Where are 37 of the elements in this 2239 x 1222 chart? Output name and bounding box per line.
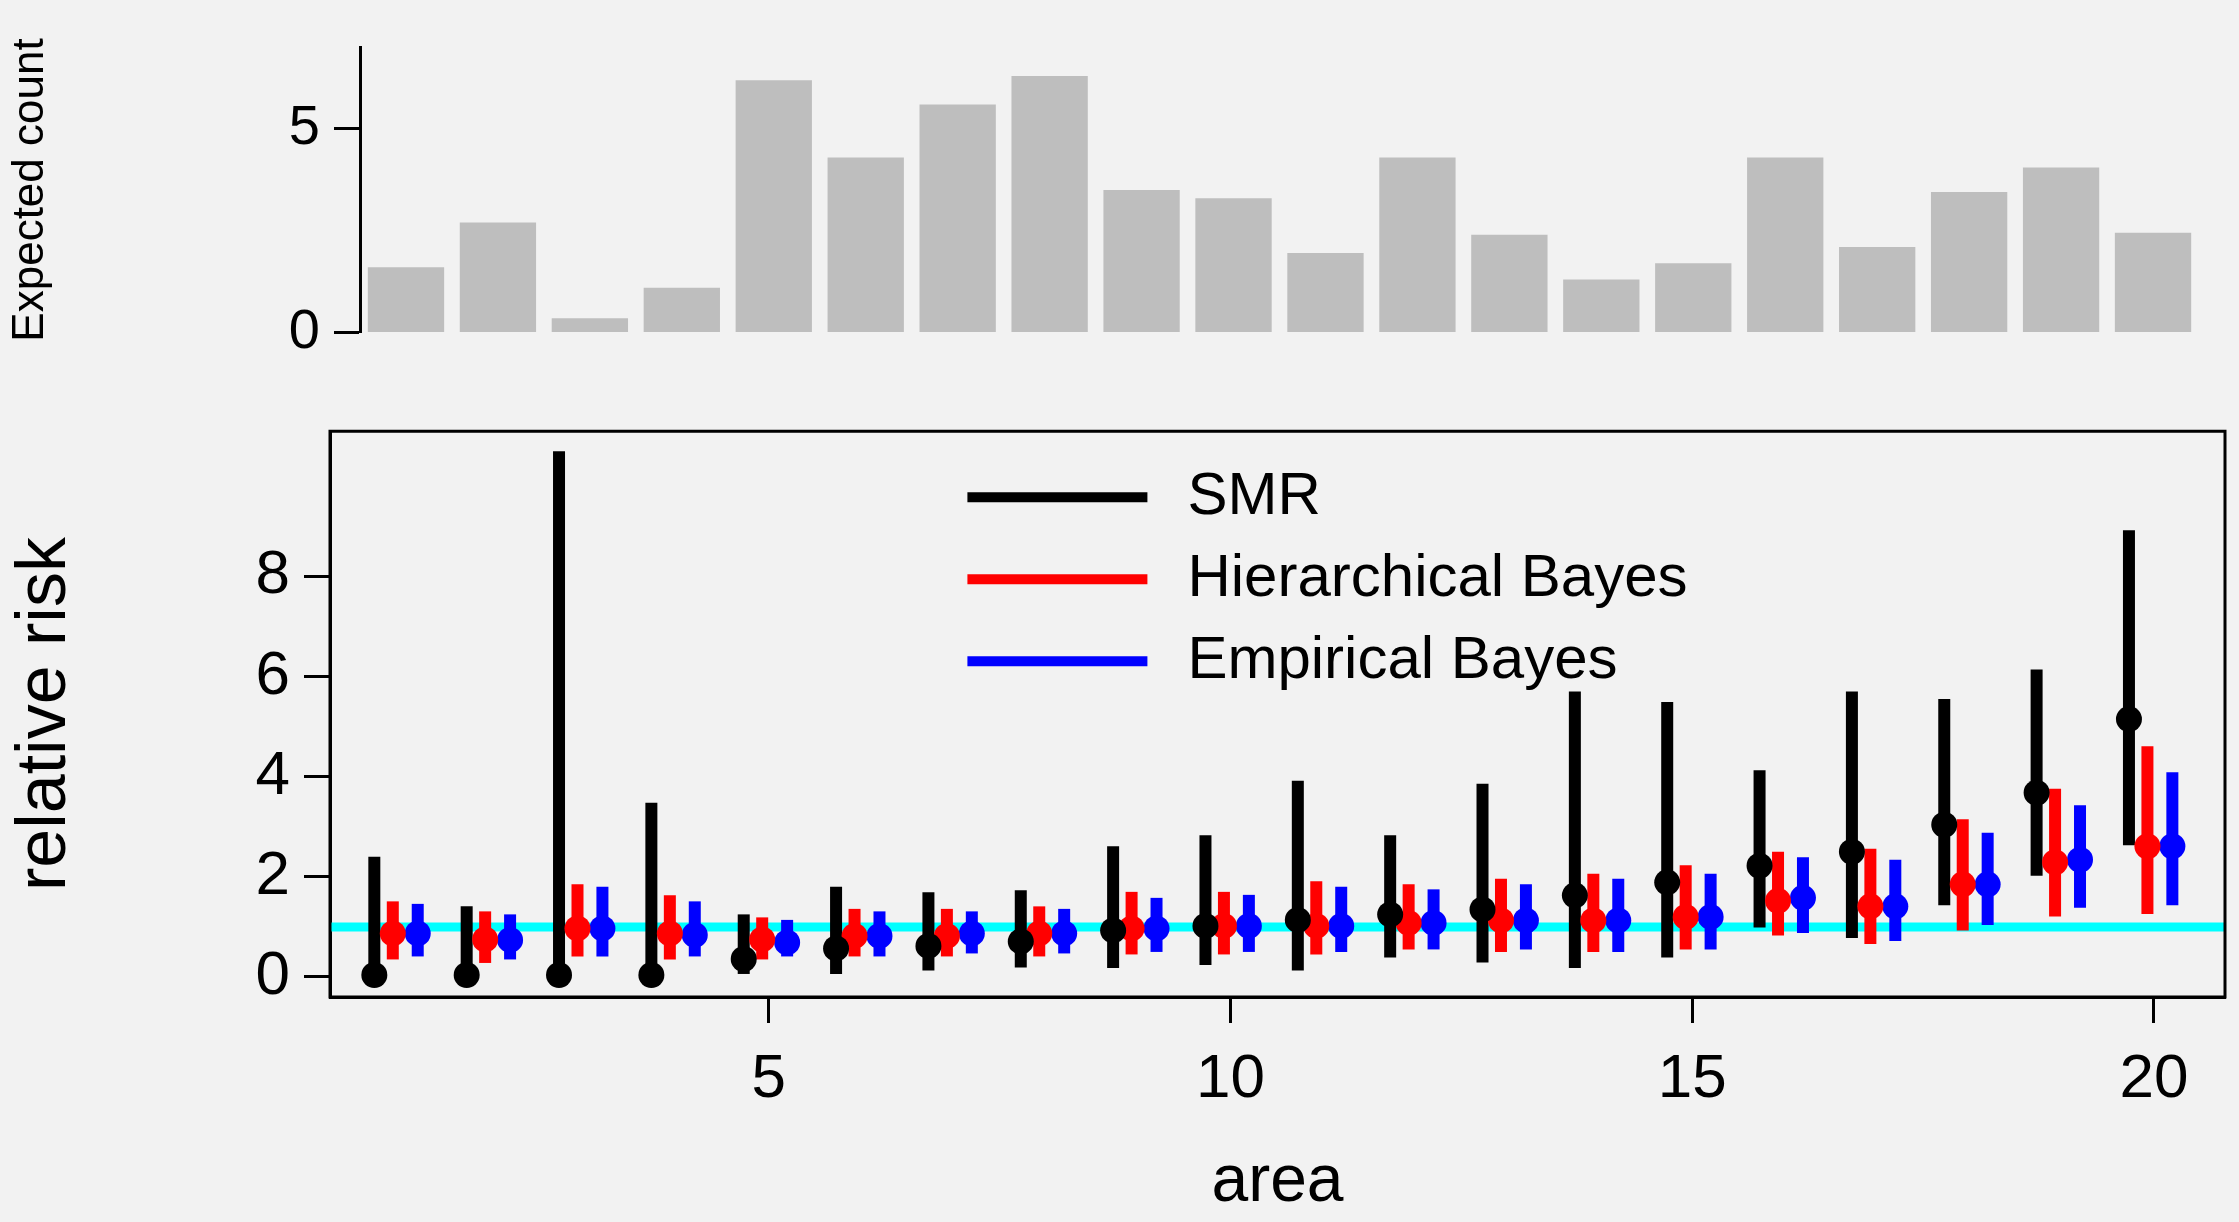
bar <box>1930 192 2008 332</box>
x-tick-label: 5 <box>751 1041 786 1111</box>
x-tick-label: 15 <box>1657 1041 1727 1111</box>
bar <box>643 287 720 332</box>
bar <box>1379 157 1456 332</box>
legend-label: Hierarchical Bayes <box>1187 541 1688 609</box>
bar <box>1471 234 1548 332</box>
y-tick-label: 4 <box>255 737 290 807</box>
bar <box>735 80 812 332</box>
y-axis-title: Expected count <box>2 38 52 342</box>
bar <box>1103 190 1180 332</box>
y-tick-label: 6 <box>255 637 290 707</box>
bar <box>1563 279 1640 332</box>
y-tick-label: 5 <box>288 93 320 157</box>
y-tick-label: 0 <box>288 296 320 360</box>
bar <box>2022 167 2100 332</box>
bar <box>1011 76 1088 332</box>
bar <box>1287 253 1364 332</box>
y-tick-label: 2 <box>255 837 290 907</box>
x-tick-label: 10 <box>1195 1041 1265 1111</box>
y-axis-title: relative risk <box>2 536 81 892</box>
x-axis-title: area <box>1211 1140 1344 1215</box>
bar <box>551 318 629 332</box>
bar <box>2114 232 2192 332</box>
bar <box>367 267 445 332</box>
y-tick-label: 0 <box>255 938 290 1008</box>
bar <box>1839 246 1916 332</box>
bar <box>1747 157 1824 332</box>
y-tick-label: 8 <box>255 537 290 607</box>
bar <box>1195 198 1272 332</box>
x-tick-label: 20 <box>2119 1041 2189 1111</box>
legend-label: Empirical Bayes <box>1187 623 1618 691</box>
bar <box>1655 263 1732 332</box>
bar <box>827 157 904 332</box>
bar <box>919 104 996 332</box>
legend-label: SMR <box>1187 459 1321 527</box>
bar <box>459 222 537 332</box>
